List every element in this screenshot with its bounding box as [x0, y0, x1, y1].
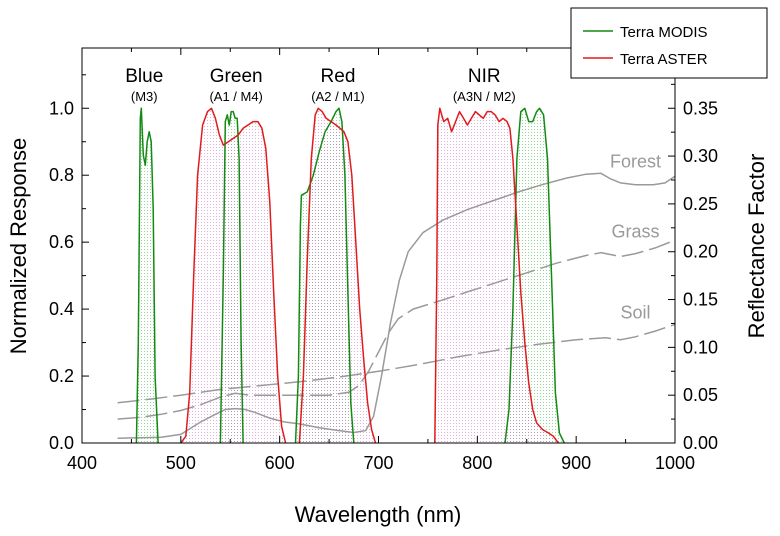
x-tick-label: 1000	[655, 453, 695, 473]
y-tick-label: 1.0	[49, 98, 74, 118]
x-tick-label: 800	[462, 453, 492, 473]
legend-label-modis: Terra MODIS	[620, 24, 708, 41]
y2-tick-label: 0.10	[683, 337, 718, 357]
surface-labels: Forest Grass Soil	[610, 152, 661, 323]
y2-tick-label: 0.05	[683, 385, 718, 405]
band-response-curves	[135, 107, 565, 444]
terra-modis-band-line	[219, 110, 244, 444]
legend-box	[570, 7, 768, 79]
terra-aster-band-fill	[299, 108, 376, 444]
terra-aster-band-line	[434, 107, 560, 444]
y2-axis-label: Reflectance Factor	[744, 154, 769, 339]
terra-aster-band-line	[180, 107, 287, 444]
x-axis-label: Wavelength (nm)	[295, 502, 462, 527]
y-axis-label: Normalized Response	[6, 138, 31, 354]
band-label-blue: Blue	[125, 66, 163, 87]
x-tick-label: 400	[67, 453, 97, 473]
band-labels: Blue (M3) Green (A1 / M4) Red (A2 / M1) NIR (A3…	[125, 66, 515, 104]
surface-label-grass: Grass	[611, 221, 659, 241]
grass-reflectance-line	[117, 239, 676, 420]
forest-reflectance-line	[117, 172, 676, 439]
legend-label-aster: Terra ASTER	[620, 51, 708, 68]
y2-tick-label: 0.25	[683, 194, 718, 214]
band-sublabel-green: (A1 / M4)	[209, 89, 262, 104]
x-tick-label: 700	[363, 453, 393, 473]
terra-modis-band-line	[294, 107, 355, 444]
y2-tick-label: 0.35	[683, 98, 718, 118]
y-tick-label: 0.4	[49, 299, 74, 319]
legend-item-modis: Terra MODIS	[583, 24, 708, 41]
soil-reflectance-line	[117, 323, 676, 404]
y-axis-ticks: 0.0 0.2 0.4 0.6 0.8 1.0	[49, 74, 89, 453]
x-tick-label: 600	[265, 453, 295, 473]
y2-tick-label: 0.30	[683, 146, 718, 166]
band-label-nir: NIR	[468, 66, 501, 87]
terra-modis-band-line	[135, 107, 159, 444]
terra-modis-band-line	[504, 107, 565, 444]
reflectance-curves	[117, 172, 676, 439]
x-tick-label: 500	[166, 453, 196, 473]
surface-label-soil: Soil	[620, 303, 650, 323]
y2-tick-label: 0.20	[683, 242, 718, 262]
terra-aster-band-fill	[434, 108, 559, 444]
y-tick-label: 0.6	[49, 232, 74, 252]
x-axis-ticks: 400 500 600 700 800 900 1000	[67, 48, 695, 473]
band-label-green: Green	[210, 66, 263, 87]
legend-item-aster: Terra ASTER	[583, 51, 708, 68]
terra-aster-band-line	[298, 107, 377, 444]
surface-label-forest: Forest	[610, 152, 661, 172]
x-tick-label: 900	[561, 453, 591, 473]
y2-tick-label: 0.00	[683, 433, 718, 453]
band-sublabel-nir: (A3N / M2)	[453, 89, 516, 104]
y-tick-label: 0.8	[49, 165, 74, 185]
band-sublabel-blue: (M3)	[131, 89, 158, 104]
band-label-red: Red	[321, 66, 356, 87]
y2-axis-ticks: 0.00 0.05 0.10 0.15 0.20 0.25 0.30 0.35	[668, 83, 718, 453]
terra-aster-band-fill	[180, 108, 286, 444]
y-tick-label: 0.0	[49, 433, 74, 453]
plot-area-background	[82, 48, 675, 443]
band-sublabel-red: (A2 / M1)	[311, 89, 364, 104]
y2-tick-label: 0.15	[683, 290, 718, 310]
y-tick-label: 0.2	[49, 366, 74, 386]
legend: Terra MODIS Terra ASTER	[570, 7, 768, 79]
